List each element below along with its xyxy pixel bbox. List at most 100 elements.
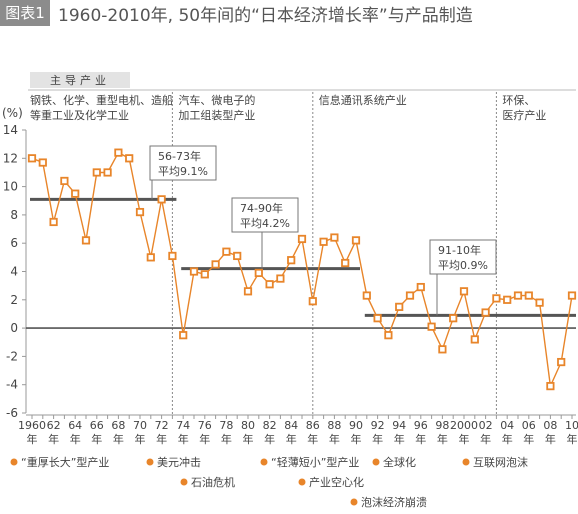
period-average-value: 平均0.9% bbox=[438, 259, 488, 272]
x-tick-label: 94 bbox=[392, 419, 406, 432]
annotation-marker bbox=[146, 458, 154, 466]
y-tick-label: 10 bbox=[3, 180, 18, 194]
growth-data-point bbox=[416, 282, 425, 292]
segment-label: 等重工业及化学工业 bbox=[30, 108, 129, 122]
x-tick-label: 78 bbox=[219, 419, 233, 432]
header-title: 主导产业 bbox=[50, 73, 110, 87]
growth-data-point bbox=[92, 168, 101, 177]
x-tick-unit: 年 bbox=[502, 432, 513, 446]
x-tick-label: 66 bbox=[90, 419, 104, 432]
growth-data-point bbox=[200, 270, 209, 279]
period-average-callout bbox=[429, 239, 497, 275]
x-tick-label: 72 bbox=[155, 419, 169, 432]
y-tick-label: 8 bbox=[10, 208, 18, 222]
growth-data-point bbox=[373, 314, 382, 323]
x-tick-label: 62 bbox=[47, 419, 61, 432]
x-tick-unit: 年 bbox=[394, 432, 405, 446]
growth-data-point bbox=[189, 267, 199, 276]
x-tick-label: 76 bbox=[198, 419, 212, 432]
segment-label: 汽车、微电子的 bbox=[178, 93, 255, 107]
period-average-range: 91-10年 bbox=[438, 243, 481, 257]
growth-data-point bbox=[351, 236, 361, 245]
segment-label: 钢铁、化学、重型电机、造船 bbox=[30, 93, 173, 107]
figure-label: 图表1 bbox=[0, 0, 50, 26]
annotation-marker bbox=[10, 458, 18, 466]
x-tick-label: 06 bbox=[522, 419, 536, 432]
x-tick-unit: 年 bbox=[286, 432, 297, 446]
annotation-marker bbox=[350, 498, 358, 506]
x-tick-label: 02 bbox=[479, 419, 493, 432]
x-tick-unit: 年 bbox=[329, 432, 340, 446]
x-tick-label: 80 bbox=[241, 419, 255, 432]
x-tick-label: 74 bbox=[176, 419, 190, 432]
growth-data-point bbox=[38, 158, 47, 167]
x-tick-unit: 年 bbox=[480, 432, 491, 446]
annotation-label: 产业空心化 bbox=[309, 475, 364, 489]
x-tick-unit: 年 bbox=[307, 432, 318, 446]
x-tick-unit: 年 bbox=[48, 432, 59, 446]
x-tick-unit: 年 bbox=[437, 432, 448, 446]
y-tick-label: 0 bbox=[10, 321, 18, 335]
annotation-marker bbox=[372, 458, 380, 466]
growth-data-point bbox=[287, 256, 296, 265]
x-tick-label: 82 bbox=[263, 419, 277, 432]
growth-data-point bbox=[481, 308, 490, 317]
growth-data-point bbox=[60, 176, 69, 186]
growth-data-point bbox=[546, 382, 555, 391]
x-tick-unit: 年 bbox=[545, 432, 556, 446]
period-average-range: 74-90年 bbox=[240, 201, 283, 215]
y-tick-label: -6 bbox=[6, 406, 18, 420]
x-tick-label: 68 bbox=[111, 419, 125, 432]
growth-data-point bbox=[395, 302, 404, 311]
x-tick-label: 84 bbox=[284, 419, 298, 432]
growth-data-point bbox=[81, 236, 91, 245]
growth-data-point bbox=[297, 234, 307, 244]
segment-label: 环保、 bbox=[502, 93, 535, 107]
x-tick-unit: 年 bbox=[70, 432, 81, 446]
growth-data-point bbox=[459, 287, 469, 296]
x-tick-label: 70 bbox=[133, 419, 147, 432]
figure-title: 1960-2010年, 50年间的“日本经济增长率”与产品制造 bbox=[58, 6, 473, 26]
annotation-marker bbox=[260, 458, 268, 466]
x-tick-unit: 年 bbox=[415, 432, 426, 446]
segment-label: 医疗产业 bbox=[502, 108, 546, 122]
segment-label: 加工组装型产业 bbox=[178, 108, 255, 122]
period-average-value: 平均9.1% bbox=[158, 165, 208, 178]
y-tick-label: 6 bbox=[10, 236, 18, 250]
period-average-value: 平均4.2% bbox=[240, 217, 290, 230]
x-tick-unit: 年 bbox=[372, 432, 383, 446]
growth-data-point bbox=[233, 251, 242, 261]
x-tick-unit: 年 bbox=[459, 432, 470, 446]
growth-data-point bbox=[384, 331, 393, 340]
annotation-marker bbox=[462, 458, 470, 466]
x-tick-unit: 年 bbox=[567, 432, 578, 446]
x-tick-unit: 年 bbox=[351, 432, 362, 446]
growth-data-point bbox=[557, 357, 566, 367]
growth-data-point bbox=[222, 247, 231, 256]
growth-data-point bbox=[27, 154, 37, 163]
annotation-label: 全球化 bbox=[383, 455, 416, 469]
x-tick-label: 98 bbox=[435, 419, 449, 432]
y-tick-label: -2 bbox=[6, 349, 18, 363]
x-tick-label: 10 bbox=[565, 419, 578, 432]
growth-data-point bbox=[503, 295, 512, 304]
x-tick-unit: 年 bbox=[113, 432, 124, 446]
y-tick-label: 2 bbox=[10, 293, 18, 307]
growth-data-point bbox=[265, 280, 274, 289]
y-tick-label: 14 bbox=[3, 123, 18, 137]
x-tick-label: 08 bbox=[543, 419, 557, 432]
y-tick-label: 4 bbox=[10, 265, 18, 279]
growth-data-point bbox=[49, 217, 58, 227]
x-tick-label: 2000 bbox=[450, 419, 478, 432]
growth-data-point bbox=[405, 291, 415, 300]
growth-data-point bbox=[438, 345, 447, 354]
y-tick-label: -4 bbox=[6, 378, 18, 392]
x-tick-unit: 年 bbox=[135, 432, 146, 446]
x-tick-label: 88 bbox=[327, 419, 341, 432]
period-average-range: 56-73年 bbox=[158, 149, 201, 163]
growth-data-point bbox=[125, 154, 134, 163]
growth-data-point bbox=[276, 274, 285, 283]
growth-data-point bbox=[330, 233, 339, 242]
growth-data-point bbox=[254, 268, 263, 278]
